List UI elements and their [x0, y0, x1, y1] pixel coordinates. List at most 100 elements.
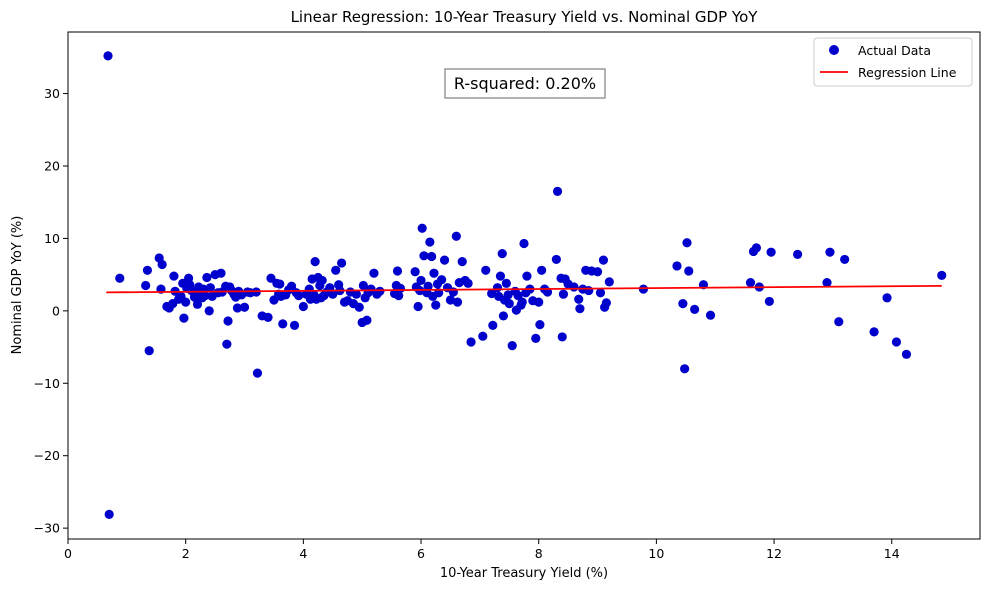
data-point	[375, 286, 385, 296]
data-point	[495, 271, 506, 281]
data-point	[286, 281, 297, 291]
regression-line-layer	[106, 284, 942, 294]
data-point	[869, 327, 879, 337]
x-tick-label: 8	[535, 546, 543, 561]
regression-line	[106, 284, 942, 294]
data-point	[423, 281, 433, 291]
data-point	[574, 294, 584, 304]
data-point	[481, 265, 491, 275]
data-point	[419, 251, 429, 261]
y-tick-label: −20	[34, 448, 60, 463]
data-point	[425, 237, 435, 247]
data-point	[157, 259, 167, 270]
data-point	[822, 278, 832, 288]
data-point	[891, 337, 902, 347]
data-point	[705, 310, 716, 320]
legend-label-actual-data: Actual Data	[858, 43, 931, 58]
data-point	[142, 265, 153, 275]
x-tick-label: 0	[64, 546, 72, 561]
data-point	[278, 319, 288, 329]
data-point	[595, 288, 606, 298]
data-point	[672, 261, 682, 271]
data-point	[427, 251, 437, 262]
data-point	[369, 268, 379, 278]
data-point	[205, 283, 215, 293]
data-point	[200, 291, 210, 301]
data-point	[534, 297, 544, 307]
r-squared-annotation: R-squared: 0.20%	[444, 68, 606, 99]
plot-frame	[67, 31, 981, 540]
r-squared-text: R-squared: 0.20%	[454, 74, 596, 93]
data-point	[439, 255, 450, 265]
data-point	[437, 275, 447, 285]
y-axis: −30 −20 −10 0 10 20 30	[34, 86, 68, 536]
data-point	[275, 279, 285, 289]
data-point	[498, 311, 509, 321]
data-point	[416, 275, 426, 286]
data-point	[204, 306, 214, 316]
data-point	[501, 278, 511, 288]
data-point	[431, 300, 441, 310]
data-point	[598, 255, 609, 265]
data-point	[517, 297, 527, 307]
data-point	[575, 304, 585, 314]
data-point	[937, 270, 947, 280]
y-axis-label: Nominal GDP YoY (%)	[10, 216, 25, 355]
data-point	[351, 289, 361, 299]
data-point	[222, 339, 232, 349]
legend-frame	[813, 37, 973, 87]
data-point	[310, 257, 320, 267]
data-point	[531, 333, 541, 343]
data-point	[115, 273, 125, 283]
y-tick-label: 0	[52, 303, 60, 318]
data-point	[745, 278, 756, 288]
data-point	[840, 254, 850, 265]
data-point	[317, 275, 327, 286]
data-point	[331, 265, 341, 275]
data-point	[144, 346, 154, 356]
y-tick-label: −30	[34, 521, 60, 536]
data-point	[638, 284, 649, 294]
data-point	[678, 299, 688, 309]
data-point	[223, 316, 233, 326]
data-point	[392, 266, 403, 276]
data-point	[413, 301, 423, 312]
data-point	[519, 238, 529, 249]
data-point	[445, 295, 456, 305]
data-point	[169, 271, 179, 281]
data-point	[751, 243, 762, 253]
x-tick-label: 2	[182, 546, 190, 561]
legend-label-regression-line: Regression Line	[858, 65, 957, 80]
data-point	[294, 291, 304, 301]
annotation-frame	[444, 68, 606, 99]
data-point	[202, 272, 212, 283]
data-point	[537, 265, 547, 275]
data-point	[358, 280, 368, 291]
data-point	[592, 267, 603, 277]
x-axis: 0 2 4 6 8 10 12 14	[64, 539, 900, 561]
data-point	[451, 231, 461, 241]
data-point	[682, 238, 692, 248]
data-point	[684, 266, 694, 276]
x-tick-label: 6	[417, 546, 425, 561]
data-point	[535, 320, 545, 330]
data-point	[463, 278, 473, 288]
data-point	[492, 283, 503, 293]
data-point	[882, 293, 892, 303]
data-point	[466, 337, 476, 347]
x-tick-label: 10	[648, 546, 664, 561]
y-tick-label: 30	[44, 86, 60, 101]
data-point	[497, 249, 507, 259]
data-point	[457, 257, 467, 267]
data-point	[362, 315, 372, 325]
data-point	[104, 509, 114, 519]
data-point	[487, 288, 497, 299]
data-point	[289, 320, 300, 330]
data-point	[181, 297, 191, 307]
data-point	[179, 313, 189, 323]
data-point	[834, 317, 844, 327]
y-tick-label: −10	[34, 376, 60, 391]
data-point	[551, 254, 561, 265]
